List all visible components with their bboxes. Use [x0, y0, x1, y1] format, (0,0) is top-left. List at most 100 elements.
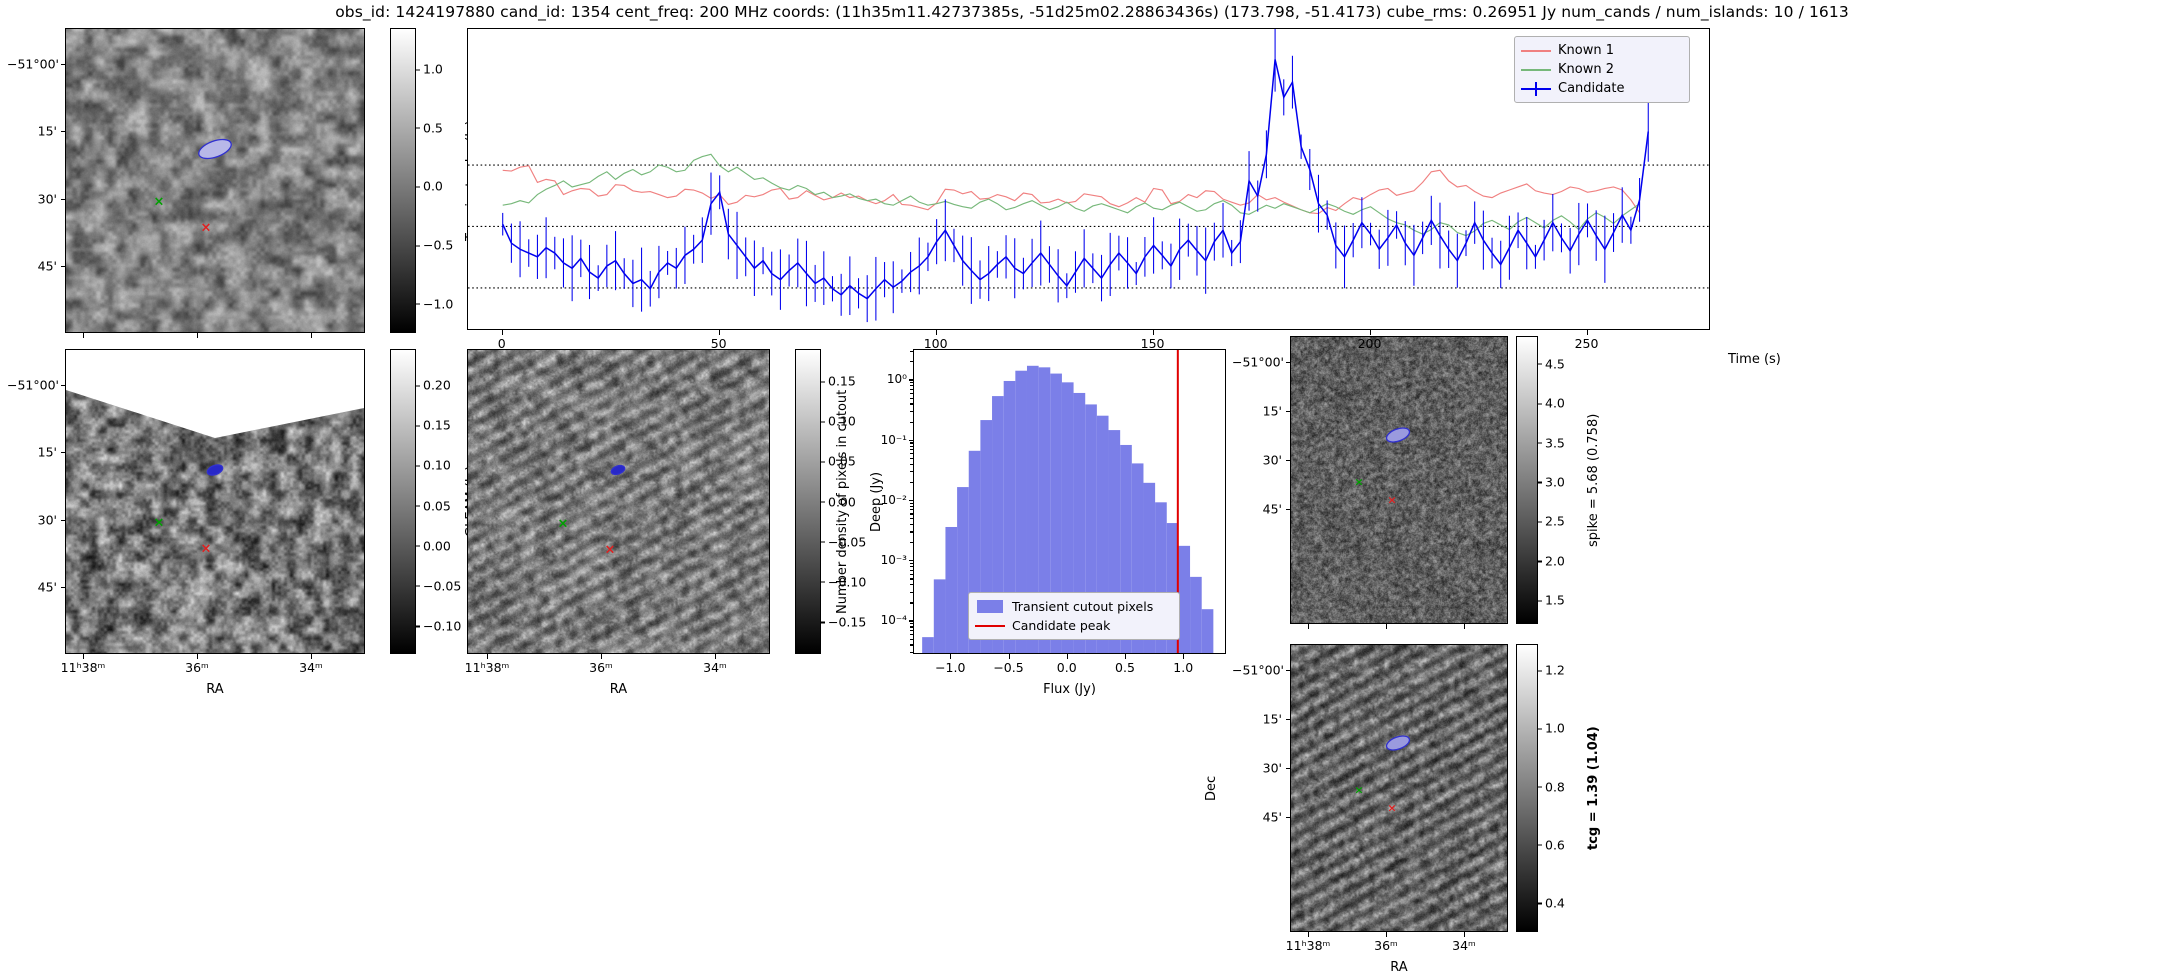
spike-panel-dec-tick: [1285, 509, 1290, 511]
histogram-bar: [968, 450, 981, 653]
histogram-xticklabel: −0.5: [993, 660, 1024, 675]
spike-panel-dec-tick: [1285, 362, 1290, 364]
lightcurve-xtick: [1152, 330, 1154, 335]
gleam-colorbar-tick: 0.00: [415, 538, 451, 554]
gleam-colorbar-tick: 0.15: [415, 417, 451, 433]
histogram-yticklabel: 10⁻¹: [880, 432, 907, 447]
tcg-panel-dec-ticklabel: 15': [1262, 711, 1282, 727]
lightcurve-xtick: [501, 330, 503, 335]
histogram-yticklabel: 10⁻⁴: [880, 613, 907, 628]
lightcurve-xtick: [1586, 330, 1588, 335]
histogram-yminortick: [910, 453, 913, 455]
spike-colorbar: 4.5 4.0 3.5 3.0 2.5 2.0 1.5 spike = 5.68 (0.758…: [1516, 336, 1604, 624]
histogram-yminortick: [910, 403, 913, 405]
spike-panel[interactable]: × ×: [1290, 336, 1508, 624]
spike-panel-image: [1291, 337, 1507, 623]
tcg-panel-dec-tick: [1285, 670, 1290, 672]
histogram-yminortick: [910, 457, 913, 460]
transient-cube-colorbar-tick: 0.0: [415, 178, 443, 194]
legend-swatch: [1521, 63, 1551, 77]
tcg-panel[interactable]: × ×: [1290, 644, 1508, 932]
gleam-coverage-wedge: [66, 350, 364, 438]
series-known-2: [502, 153, 1640, 237]
legend-label: Known 2: [1558, 62, 1614, 77]
lightcurve-xticklabel: 50: [710, 336, 727, 351]
histogram-yminortick: [910, 578, 913, 580]
lightcurve-legend: Known 1 Known 2 Candidate: [1514, 36, 1690, 103]
gleam-panel-ra-tick: [197, 654, 199, 659]
histogram-xaxis-label: Flux (Jy): [1043, 682, 1096, 697]
legend-entry: Known 1: [1521, 41, 1681, 60]
histogram-yminortick: [910, 518, 913, 520]
gleam-panel[interactable]: × ×: [65, 349, 365, 654]
histogram-ytick: [908, 560, 913, 562]
histogram-bar: [1178, 545, 1191, 653]
tcg-panel-image: [1291, 645, 1507, 931]
histogram-yminortick: [910, 502, 913, 504]
legend-line: [1521, 49, 1551, 52]
transient-cube-panel[interactable]: × ×: [65, 28, 365, 333]
gleam-panel-ra-tick: [83, 654, 85, 659]
histogram-bar: [1108, 430, 1121, 653]
known-source-2-marker: ×: [1354, 783, 1364, 797]
histogram-yticklabel: 10⁰: [886, 372, 907, 387]
gleam-panel-dec-tick: [60, 587, 65, 589]
histogram-bar: [933, 579, 946, 653]
histogram-xtick: [1124, 654, 1127, 659]
legend-swatch: [975, 600, 1005, 614]
flux-histogram-axes[interactable]: [913, 349, 1226, 654]
deep-colorbar-tick: 0.15: [820, 373, 856, 389]
transient-cube-colorbar: 1.00.50.0−0.5−1.0Transient cube (Jy): [390, 28, 482, 333]
deep-colorbar-tick: 0.05: [820, 453, 856, 469]
spike-panel-dec-ticklabel: 15': [1262, 403, 1282, 419]
spike-panel-dec-ticklabel: 30': [1262, 452, 1282, 468]
histogram-yminortick: [910, 626, 913, 628]
tcg-colorbar-label: tcg = 1.39 (1.04): [1586, 726, 1601, 850]
gleam-panel-dec-ticklabel: −51°00': [7, 377, 59, 393]
histogram-ytick: [908, 499, 913, 502]
histogram-xtick: [1008, 654, 1010, 659]
spike-colorbar-tick: 3.0: [1537, 474, 1565, 490]
lightcurve-axes[interactable]: [467, 28, 1710, 330]
tcg-colorbar-tick: 1.0: [1537, 720, 1565, 736]
tcg-colorbar-tick: 0.6: [1537, 837, 1565, 853]
transient-cube-colorbar-tick: −0.5: [414, 237, 454, 253]
histogram-xticklabel: −1.0: [935, 660, 966, 675]
lightcurve-xticklabel: 0: [497, 336, 506, 351]
histogram-yminortick: [910, 410, 913, 413]
histogram-yminortick: [910, 644, 913, 646]
gleam-panel-ra-ticklabel: 34ᵐ: [299, 660, 323, 675]
spike-colorbar-label: spike = 5.68 (0.758): [1586, 413, 1601, 547]
tcg-panel-dec-ticklabel: −51°00': [1232, 662, 1284, 678]
histogram-yminortick: [910, 542, 913, 544]
transient-cube-panel-dec-tick: [60, 266, 65, 268]
histogram-bar: [1061, 382, 1074, 653]
histogram-xtick: [950, 654, 952, 659]
spike-panel-dec-tick: [1285, 411, 1290, 413]
gleam-panel-ra-tick: [311, 654, 313, 659]
deep-colorbar-tick: −0.15: [819, 614, 867, 630]
legend-line: [1521, 68, 1551, 71]
gleam-panel-dec-tick: [60, 452, 65, 454]
histogram-yminortick: [910, 442, 913, 444]
histogram-bar: [1131, 463, 1144, 653]
spike-panel-dec-ticklabel: −51°00': [1232, 354, 1284, 370]
deep-panel[interactable]: × ×: [467, 349, 770, 654]
known-source-1-marker: ×: [200, 220, 212, 236]
gleam-colorbar-tick: 0.20: [415, 377, 451, 393]
histogram-yminortick: [910, 397, 913, 399]
histogram-bar: [922, 637, 934, 653]
gleam-panel-dec-tick: [60, 520, 65, 522]
histogram-yminortick: [910, 382, 913, 384]
gleam-colorbar-tick: 0.10: [415, 457, 451, 473]
deep-panel-ra-ticklabel: 34ᵐ: [703, 660, 727, 675]
histogram-yminortick: [910, 505, 913, 507]
transient-cube-colorbar-tick: −1.0: [414, 296, 454, 312]
legend-swatch: [975, 619, 1005, 633]
deep-colorbar-gradient: [795, 349, 821, 654]
histogram-yminortick: [910, 350, 913, 352]
histogram-xticklabel: 0.0: [1056, 660, 1077, 675]
histogram-bar: [1143, 482, 1156, 653]
histogram-yminortick: [910, 445, 913, 447]
candidate-contour: [1385, 735, 1411, 751]
